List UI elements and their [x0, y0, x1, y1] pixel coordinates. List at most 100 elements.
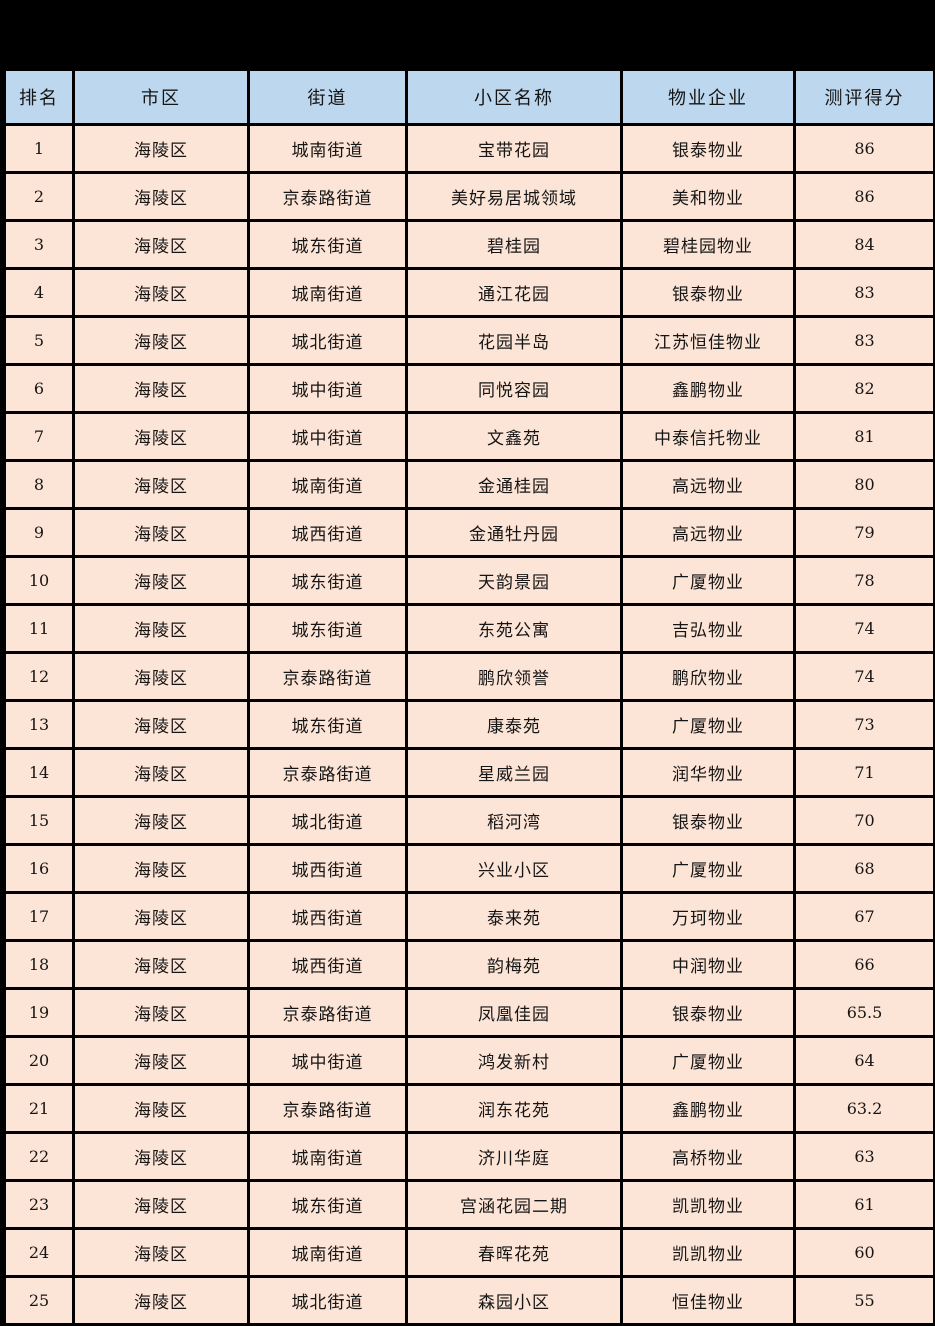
- table-cell: 银泰物业: [620, 795, 796, 846]
- table-cell: 城东街道: [247, 219, 408, 270]
- table-row: 20 海陵区 城中街道 鸿发新村 广厦物业 64: [3, 1035, 935, 1086]
- table-cell: 67: [793, 891, 935, 942]
- table-cell: 海陵区: [72, 939, 250, 990]
- table-cell: 广厦物业: [620, 843, 796, 894]
- table-cell: 海陵区: [72, 1035, 250, 1086]
- table-cell: 润华物业: [620, 747, 796, 798]
- table-cell: 星威兰园: [405, 747, 623, 798]
- table-cell: 城北街道: [247, 795, 408, 846]
- table-cell: 83: [793, 315, 935, 366]
- table-cell: 中泰信托物业: [620, 411, 796, 462]
- table-cell: 广厦物业: [620, 1035, 796, 1086]
- table-cell: 海陵区: [72, 1275, 250, 1326]
- table-cell: 22: [3, 1131, 75, 1182]
- table-cell: 84: [793, 219, 935, 270]
- table-row: 7 海陵区 城中街道 文鑫苑 中泰信托物业 81: [3, 411, 935, 462]
- header-cell-1: 市区: [72, 68, 250, 126]
- table-cell: 碧桂园物业: [620, 219, 796, 270]
- header-cell-5: 测评得分: [793, 68, 935, 126]
- table-cell: 7: [3, 411, 75, 462]
- table-row: 9 海陵区 城西街道 金通牡丹园 高远物业 79: [3, 507, 935, 558]
- table-cell: 78: [793, 555, 935, 606]
- table-cell: 70: [793, 795, 935, 846]
- table-cell: 63: [793, 1131, 935, 1182]
- table-cell: 宫涵花园二期: [405, 1179, 623, 1230]
- table-cell: 21: [3, 1083, 75, 1134]
- table-cell: 鸿发新村: [405, 1035, 623, 1086]
- table-cell: 23: [3, 1179, 75, 1230]
- table-cell: 城南街道: [247, 1131, 408, 1182]
- table-cell: 京泰路街道: [247, 747, 408, 798]
- table-row: 19 海陵区 京泰路街道 凤凰佳园 银泰物业 65.5: [3, 987, 935, 1038]
- table-cell: 润东花苑: [405, 1083, 623, 1134]
- table-cell: 19: [3, 987, 75, 1038]
- table-cell: 花园半岛: [405, 315, 623, 366]
- table-cell: 4: [3, 267, 75, 318]
- table-cell: 74: [793, 603, 935, 654]
- table-cell: 鹏欣物业: [620, 651, 796, 702]
- table-cell: 海陵区: [72, 267, 250, 318]
- table-cell: 81: [793, 411, 935, 462]
- table-row: 14 海陵区 京泰路街道 星威兰园 润华物业 71: [3, 747, 935, 798]
- table-cell: 凤凰佳园: [405, 987, 623, 1038]
- table-cell: 城南街道: [247, 459, 408, 510]
- table-cell: 18: [3, 939, 75, 990]
- table-cell: 82: [793, 363, 935, 414]
- table-cell: 73: [793, 699, 935, 750]
- table-cell: 城南街道: [247, 123, 408, 174]
- table-cell: 海陵区: [72, 411, 250, 462]
- table-cell: 美和物业: [620, 171, 796, 222]
- table-cell: 海陵区: [72, 363, 250, 414]
- table-row: 8 海陵区 城南街道 金通桂园 高远物业 80: [3, 459, 935, 510]
- header-cell-4: 物业企业: [620, 68, 796, 126]
- table-cell: 海陵区: [72, 171, 250, 222]
- table-cell: 9: [3, 507, 75, 558]
- table-cell: 城南街道: [247, 1227, 408, 1278]
- table-cell: 通江花园: [405, 267, 623, 318]
- table-cell: 海陵区: [72, 795, 250, 846]
- table-row: 6 海陵区 城中街道 同悦容园 鑫鹏物业 82: [3, 363, 935, 414]
- table-cell: 文鑫苑: [405, 411, 623, 462]
- table-cell: 66: [793, 939, 935, 990]
- table-cell: 东苑公寓: [405, 603, 623, 654]
- table-cell: 凯凯物业: [620, 1227, 796, 1278]
- table-cell: 城西街道: [247, 507, 408, 558]
- table-row: 15 海陵区 城北街道 稻河湾 银泰物业 70: [3, 795, 935, 846]
- table-cell: 城北街道: [247, 315, 408, 366]
- table-cell: 京泰路街道: [247, 987, 408, 1038]
- table-cell: 中润物业: [620, 939, 796, 990]
- table-cell: 71: [793, 747, 935, 798]
- table-cell: 海陵区: [72, 219, 250, 270]
- table-cell: 鑫鹏物业: [620, 363, 796, 414]
- table-cell: 63.2: [793, 1083, 935, 1134]
- table-cell: 城东街道: [247, 603, 408, 654]
- table-cell: 16: [3, 843, 75, 894]
- table-cell: 海陵区: [72, 1083, 250, 1134]
- table-cell: 64: [793, 1035, 935, 1086]
- table-cell: 城南街道: [247, 267, 408, 318]
- table-cell: 京泰路街道: [247, 171, 408, 222]
- table-cell: 天韵景园: [405, 555, 623, 606]
- table-cell: 海陵区: [72, 459, 250, 510]
- table-cell: 碧桂园: [405, 219, 623, 270]
- table-row: 25 海陵区 城北街道 森园小区 恒佳物业 55: [3, 1275, 935, 1326]
- table-cell: 广厦物业: [620, 699, 796, 750]
- table-cell: 凯凯物业: [620, 1179, 796, 1230]
- table-cell: 10: [3, 555, 75, 606]
- table-cell: 城西街道: [247, 939, 408, 990]
- table-cell: 8: [3, 459, 75, 510]
- table-cell: 稻河湾: [405, 795, 623, 846]
- table-row: 1 海陵区 城南街道 宝带花园 银泰物业 86: [3, 123, 935, 174]
- table-cell: 金通牡丹园: [405, 507, 623, 558]
- table-cell: 兴业小区: [405, 843, 623, 894]
- table-cell: 2: [3, 171, 75, 222]
- table-cell: 11: [3, 603, 75, 654]
- page: { "page": { "background": "#000000" }, "…: [3, 68, 935, 1326]
- table-cell: 城西街道: [247, 843, 408, 894]
- table-cell: 康泰苑: [405, 699, 623, 750]
- table-cell: 京泰路街道: [247, 1083, 408, 1134]
- header-cell-0: 排名: [3, 68, 75, 126]
- table-cell: 城中街道: [247, 411, 408, 462]
- table-cell: 春晖花苑: [405, 1227, 623, 1278]
- table-row: 18 海陵区 城西街道 韵梅苑 中润物业 66: [3, 939, 935, 990]
